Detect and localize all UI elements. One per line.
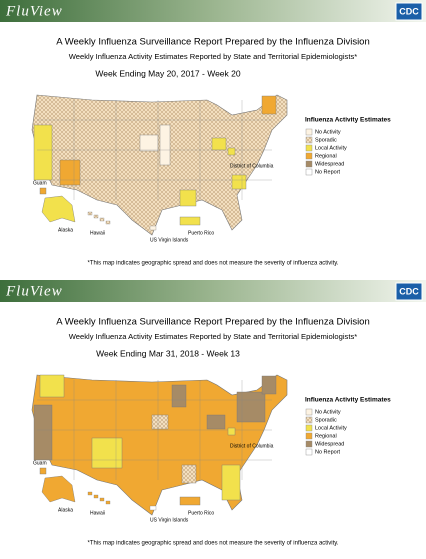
week: Week Ending Mar 31, 2018 - Week 13: [96, 348, 240, 358]
state: [159, 124, 171, 166]
puerto-rico: [179, 496, 201, 506]
legend-swatch: [305, 152, 313, 160]
title: A Weekly Influenza Surveillance Report P…: [56, 37, 370, 48]
state: [236, 391, 266, 423]
legend-swatch: [305, 424, 313, 432]
cdc-logo-box: [395, 282, 423, 301]
hawaii: [93, 214, 99, 219]
dc-box: [227, 147, 236, 156]
state: [59, 159, 81, 186]
lower-48: [31, 94, 288, 236]
legend-label: Sporadic: [315, 417, 337, 423]
legend-label: Local Activity: [315, 425, 347, 431]
us-map: [31, 94, 288, 236]
us-map: [31, 374, 288, 516]
puerto-rico: [179, 216, 201, 226]
guam: [39, 467, 47, 475]
state: [139, 134, 159, 152]
dc-label: District of Columbia: [230, 443, 274, 449]
dc-label: District of Columbia: [230, 163, 274, 169]
state: [39, 374, 65, 398]
guam-label: Guam: [33, 460, 47, 466]
hawaii: [99, 217, 105, 222]
hawaii: [105, 500, 111, 505]
banner-title: FluView: [5, 3, 63, 19]
banner-title: FluView: [5, 283, 63, 299]
legend-title: Influenza Activity Estimates: [305, 117, 391, 124]
legend-swatch: [305, 168, 313, 176]
footnote: *This map indicates geographic spread an…: [87, 541, 338, 547]
flu-panel: FluView CDC A Weekly Influenza Surveillanc…: [0, 0, 426, 267]
legend-label: No Report: [315, 449, 341, 455]
state: [33, 124, 53, 181]
state: [221, 464, 241, 501]
state: [261, 375, 277, 395]
cdc-logo: CDC: [399, 286, 419, 296]
legend-swatch: [305, 408, 313, 416]
legend-label: No Report: [315, 169, 341, 175]
usvi-label: US Virgin Islands: [150, 237, 189, 243]
alaska-label: Alaska: [58, 227, 73, 233]
legend-label: No Activity: [315, 129, 341, 135]
legend-label: Local Activity: [315, 145, 347, 151]
legend-swatch: [305, 160, 313, 168]
hawaii: [99, 497, 105, 502]
legend-swatch: [305, 144, 313, 152]
banner: [0, 280, 426, 302]
legend-swatch: [305, 432, 313, 440]
legend-swatch: [305, 440, 313, 448]
hawaii-label: Hawaii: [90, 230, 105, 236]
hawaii: [87, 211, 93, 216]
state: [261, 95, 277, 115]
hawaii: [105, 220, 111, 225]
legend-label: Regional: [315, 153, 337, 159]
legend-swatch: [305, 416, 313, 424]
usvi: [149, 225, 157, 231]
guam: [39, 187, 47, 195]
title: A Weekly Influenza Surveillance Report P…: [56, 317, 370, 328]
subtitle: Weekly Influenza Activity Estimates Repo…: [69, 52, 357, 61]
state: [151, 414, 169, 430]
legend-label: Widespread: [315, 441, 344, 447]
legend-title: Influenza Activity Estimates: [305, 397, 391, 404]
state: [181, 464, 197, 484]
usvi: [149, 505, 157, 511]
alaska-label: Alaska: [58, 507, 73, 513]
legend-swatch: [305, 136, 313, 144]
legend-label: Sporadic: [315, 137, 337, 143]
state: [211, 137, 227, 151]
legend-label: Widespread: [315, 161, 344, 167]
state: [206, 414, 226, 430]
alaska: [41, 475, 76, 503]
legend-swatch: [305, 448, 313, 456]
state: [179, 189, 197, 207]
guam-label: Guam: [33, 180, 47, 186]
state: [33, 404, 53, 461]
flu-panel: FluView CDC A Weekly Influenza Surveillanc…: [0, 280, 426, 547]
state: [91, 437, 123, 469]
hawaii-label: Hawaii: [90, 510, 105, 516]
pr-label: Puerto Rico: [188, 230, 214, 236]
hawaii: [93, 494, 99, 499]
banner: [0, 0, 426, 22]
legend-swatch: [305, 128, 313, 136]
pr-label: Puerto Rico: [188, 510, 214, 516]
cdc-logo: CDC: [399, 6, 419, 16]
footnote: *This map indicates geographic spread an…: [87, 261, 338, 267]
legend-label: Regional: [315, 433, 337, 439]
legend-label: No Activity: [315, 409, 341, 415]
week: Week Ending May 20, 2017 - Week 20: [95, 68, 240, 78]
alaska: [41, 195, 76, 223]
usvi-label: US Virgin Islands: [150, 517, 189, 523]
cdc-logo-box: [395, 2, 423, 21]
state: [171, 384, 187, 408]
dc-box: [227, 427, 236, 436]
hawaii: [87, 491, 93, 496]
subtitle: Weekly Influenza Activity Estimates Repo…: [69, 332, 357, 341]
state: [231, 174, 247, 190]
